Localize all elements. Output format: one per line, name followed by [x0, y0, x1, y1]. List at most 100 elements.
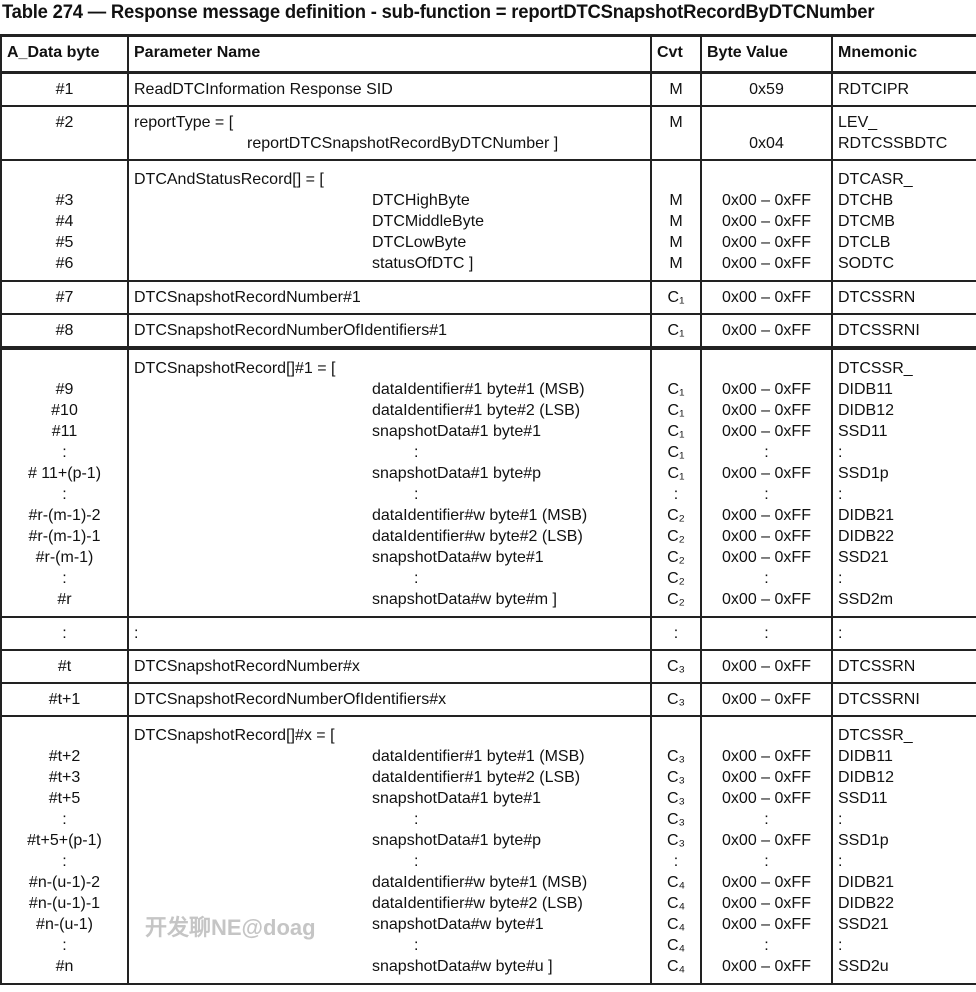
- data-byte-cell: #t: [0, 649, 129, 684]
- parameter-name-cell: DTCSnapshotRecordNumber#1: [127, 280, 652, 315]
- data-byte-cell: :: [0, 616, 129, 651]
- cell-line: 0x00 – 0xFF: [722, 769, 811, 786]
- table-row: #3 #4 #5 #6 DTCAndStatusRecord[] = [DTCHighB…: [0, 159, 976, 282]
- cell-line: # 11+(p-1): [27, 465, 102, 482]
- cell-line: :: [838, 570, 843, 587]
- byte-value-cell: 0x00 – 0xFF: [700, 313, 833, 350]
- table-row: #t+1 DTCSnapshotRecordNumberOfIdentifiers…: [0, 682, 976, 717]
- cell-line: DIDB22: [838, 528, 895, 545]
- cvt-cell: C₁ C₁ C₁ C₁ C₁: C₂ C₂ C₂ C₂ C₂: [650, 347, 702, 618]
- cell-line: #6: [55, 255, 74, 272]
- cell-line: C₁: [667, 381, 685, 398]
- cell-line: snapshotData#w byte#m ]: [372, 591, 557, 608]
- cell-line: #r-(m-1): [35, 549, 94, 566]
- byte-value-cell: 0x04: [700, 105, 833, 161]
- cell-line: 0x00 – 0xFF: [722, 234, 811, 251]
- cell-line: dataIdentifier#w byte#1 (MSB): [372, 874, 588, 891]
- cell-line: 0x00 – 0xFF: [722, 465, 811, 482]
- cell-line: M: [669, 114, 683, 131]
- cell-line: 0x00 – 0xFF: [722, 423, 811, 440]
- cell-line: dataIdentifier#1 byte#1 (MSB): [372, 381, 585, 398]
- cell-line: DTCSnapshotRecord[]#x = [: [134, 727, 335, 744]
- cell-line: dataIdentifier#1 byte#2 (LSB): [372, 402, 581, 419]
- parameter-name-cell: DTCSnapshotRecordNumberOfIdentifiers#x: [127, 682, 652, 717]
- cell-line: RDTCIPR: [838, 81, 910, 98]
- byte-value-cell: 0x00 – 0xFF: [700, 280, 833, 315]
- header-a-data-byte: A_Data byte: [0, 34, 129, 74]
- cell-line: [707, 112, 826, 133]
- cell-line: M: [669, 192, 683, 209]
- cell-line: DTCHighByte: [372, 192, 470, 209]
- cell-line: [657, 133, 695, 154]
- cell-line: #n-(u-1)-1: [28, 895, 101, 912]
- cell-line: #r-(m-1)-1: [28, 528, 101, 545]
- cell-line: 0x00 – 0xFF: [722, 895, 811, 912]
- byte-value-cell: 0x00 – 0xFF 0x00 – 0xFF 0x00 – 0xFF: 0x00 –…: [700, 347, 833, 618]
- cell-line: reportType = [: [134, 114, 234, 131]
- cell-line: C₄: [666, 958, 686, 975]
- cell-line: DTCSnapshotRecordNumberOfIdentifiers#x: [134, 691, 447, 708]
- cell-line: C₃: [666, 811, 686, 828]
- cell-line: 0x00 – 0xFF: [722, 402, 811, 419]
- parameter-name-cell: DTCSnapshotRecord[]#x = [ dataIdentifier#…: [127, 715, 652, 985]
- cell-line: DTCSSRNI: [838, 691, 920, 708]
- cell-line: 0x00 – 0xFF: [722, 255, 811, 272]
- cell-line: DTCSnapshotRecordNumber#1: [134, 289, 361, 306]
- cell-line: :: [414, 570, 419, 587]
- cell-line: dataIdentifier#w byte#1 (MSB): [372, 507, 588, 524]
- cell-line: dataIdentifier#1 byte#1 (MSB): [372, 748, 585, 765]
- data-byte-cell: #9 #10 #11: # 11+(p-1): #r-(m-1)-2 #r-(m-1)-1…: [0, 347, 129, 618]
- cell-line: DTCSnapshotRecord[]#1 = [: [134, 360, 336, 377]
- cell-line: DTCSSR_: [838, 727, 913, 744]
- cell-line: :: [414, 853, 419, 870]
- cell-line: snapshotData#1 byte#p: [372, 465, 542, 482]
- cell-line: [7, 133, 122, 154]
- mnemonic-cell: DTCSSRN: [831, 649, 976, 684]
- response-message-table: A_Data byte Parameter Name Cvt Byte Valu…: [0, 34, 976, 985]
- cell-line: 0x00 – 0xFF: [722, 832, 811, 849]
- cell-line: :: [838, 625, 843, 642]
- cell-line: DIDB12: [838, 769, 895, 786]
- cell-line: SSD11: [838, 790, 888, 807]
- cell-line: DTCMB: [838, 213, 895, 230]
- cell-line: :: [764, 444, 769, 461]
- cell-line: dataIdentifier#w byte#2 (LSB): [372, 895, 583, 912]
- table-row: #t DTCSnapshotRecordNumber#x C₃ 0x00 – 0xFF…: [0, 649, 976, 684]
- mnemonic-cell: DTCSSR_ DIDB11 DIDB12 SSD11: SSD1p: DIDB21 DID…: [831, 347, 976, 618]
- cell-line: #t+1: [48, 691, 81, 708]
- cvt-cell: :: [650, 616, 702, 651]
- cell-line: C₄: [666, 937, 686, 954]
- cell-line: DTCSSRN: [838, 289, 916, 306]
- cell-line: LEV_: [838, 114, 878, 131]
- cell-line: DTCLowByte: [372, 234, 467, 251]
- cell-line: C₃: [666, 769, 686, 786]
- mnemonic-cell: LEV_ RDTCSSBDTC: [831, 105, 976, 161]
- cell-line: C₃: [666, 691, 686, 708]
- cell-line: :: [62, 625, 67, 642]
- cell-line: C₃: [666, 658, 686, 675]
- table-row: #7 DTCSnapshotRecordNumber#1 C₁ 0x00 – 0xFF…: [0, 280, 976, 315]
- cell-line: 0x00 – 0xFF: [722, 916, 811, 933]
- cell-line: :: [62, 570, 67, 587]
- cell-line: C₁: [667, 465, 685, 482]
- cell-line: [7, 725, 122, 746]
- cell-line: :: [62, 811, 67, 828]
- cell-line: :: [838, 486, 843, 503]
- cell-line: #r-(m-1)-2: [28, 507, 101, 524]
- table-body: #1 ReadDTCInformation Response SID M 0x59 RD…: [0, 71, 976, 985]
- cell-line: DIDB12: [838, 402, 895, 419]
- cvt-cell: C₃: [650, 682, 702, 717]
- watermark: 开发聊NE@doag: [145, 915, 316, 940]
- cell-line: DTCMiddleByte: [372, 213, 485, 230]
- cell-line: snapshotData#1 byte#1: [372, 790, 542, 807]
- cell-line: [657, 358, 695, 379]
- cell-line: M: [669, 213, 683, 230]
- cell-line: SSD2m: [838, 591, 894, 608]
- cell-line: 0x00 – 0xFF: [722, 381, 811, 398]
- cell-line: DTCSSRN: [838, 658, 916, 675]
- cell-line: SSD1p: [838, 832, 889, 849]
- cell-line: C₁: [667, 322, 685, 339]
- table-row: #t+2 #t+3 #t+5: #t+5+(p-1): #n-(u-1)-2 #n-(u-…: [0, 715, 976, 985]
- cell-line: snapshotData#w byte#1: [372, 549, 544, 566]
- header-parameter-name: Parameter Name: [127, 34, 652, 74]
